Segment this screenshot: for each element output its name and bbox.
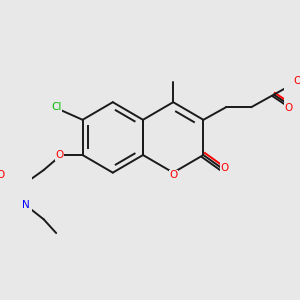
Text: O: O — [221, 163, 229, 172]
Text: O: O — [294, 76, 300, 86]
Text: O: O — [285, 103, 293, 113]
Text: O: O — [169, 170, 177, 180]
Text: N: N — [22, 200, 30, 210]
Text: O: O — [55, 150, 63, 160]
Text: Cl: Cl — [51, 102, 61, 112]
Text: O: O — [0, 170, 5, 180]
